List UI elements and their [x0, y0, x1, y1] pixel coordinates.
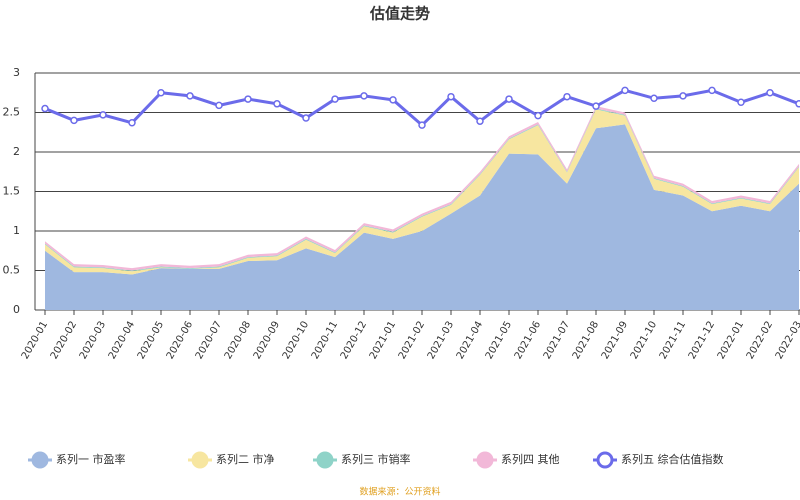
y-tick-label: 2: [13, 145, 20, 158]
point: [99, 111, 107, 119]
x-tick-label: 2020-05: [136, 320, 166, 362]
x-tick-label: 2021-10: [629, 320, 659, 362]
x-tick-label: 2022-02: [745, 320, 775, 362]
y-tick-label: 0: [13, 303, 20, 316]
x-tick-label: 2021-05: [484, 320, 514, 362]
x-tick-label: 2021-09: [600, 320, 630, 362]
point: [766, 89, 774, 97]
x-tick-label: 2020-01: [20, 320, 50, 362]
x-tick-label: 2022-01: [716, 320, 746, 362]
point: [679, 92, 687, 100]
x-tick-label: 2021-12: [687, 320, 717, 362]
point: [215, 101, 223, 110]
point: [563, 92, 571, 101]
point: [70, 116, 78, 125]
x-tick-label: 2021-07: [542, 320, 572, 362]
point: [157, 89, 165, 97]
point: [418, 121, 426, 129]
source-note: 数据来源：公开资料: [359, 486, 440, 498]
point: [128, 119, 136, 127]
x-tick-label: 2020-11: [310, 320, 340, 362]
point: [476, 117, 484, 125]
y-tick-label: 3: [13, 66, 20, 79]
y-tick-label: 1.5: [3, 185, 21, 198]
x-tick-label: 2020-10: [281, 320, 311, 362]
x-tick-label: 2021-02: [397, 320, 427, 362]
x-tick-label: 2020-03: [78, 320, 108, 362]
point: [447, 92, 455, 101]
point: [737, 98, 745, 106]
point: [650, 94, 658, 103]
x-tick-label: 2021-06: [513, 320, 543, 362]
legend-marker: [316, 451, 334, 469]
point: [302, 114, 310, 122]
y-tick-label: 1: [13, 224, 20, 237]
x-tick-label: 2020-07: [194, 320, 224, 362]
x-tick-label: 2020-08: [223, 320, 253, 362]
legend-label: 系列一 市盈率: [56, 452, 126, 466]
legend-label: 系列四 其他: [501, 452, 560, 466]
point: [505, 95, 513, 103]
point: [534, 111, 542, 120]
legend-label: 系列三 市销率: [341, 452, 411, 466]
legend-marker: [31, 451, 49, 469]
point: [331, 95, 339, 103]
x-tick-label: 2021-04: [455, 320, 485, 362]
point: [621, 86, 629, 95]
point: [41, 104, 49, 113]
x-tick-label: 2021-01: [368, 320, 398, 362]
x-tick-label: 2022-03: [774, 320, 800, 362]
x-tick-label: 2020-04: [107, 320, 137, 362]
x-tick-label: 2021-03: [426, 320, 456, 362]
point: [708, 86, 716, 95]
point: [273, 100, 281, 108]
x-tick-label: 2020-09: [252, 320, 282, 362]
legend-label: 系列二 市净: [216, 452, 275, 466]
point: [592, 102, 600, 110]
x-tick-label: 2020-02: [49, 320, 79, 362]
x-tick-label: 2021-08: [571, 320, 601, 362]
legend-marker: [191, 451, 209, 469]
point: [389, 96, 397, 104]
legend-label: 系列五 综合估值指数: [621, 452, 724, 466]
x-tick-label: 2020-12: [339, 320, 369, 362]
area: [45, 124, 799, 310]
legend: 系列一 市盈率 系列二 市净 系列三 市销率 系列四 其他 系列五 综合估值指数: [28, 451, 724, 469]
y-tick-label: 2.5: [3, 106, 21, 119]
point: [244, 95, 252, 103]
legend-marker: [596, 451, 614, 469]
legend-marker: [476, 451, 494, 469]
x-tick-label: 2021-11: [658, 320, 688, 362]
point: [186, 92, 194, 100]
point: [360, 92, 368, 100]
point: [795, 100, 800, 108]
y-tick-label: 0.5: [3, 264, 21, 277]
chart-title: 估值走势: [369, 5, 430, 23]
x-tick-label: 2020-06: [165, 320, 195, 362]
